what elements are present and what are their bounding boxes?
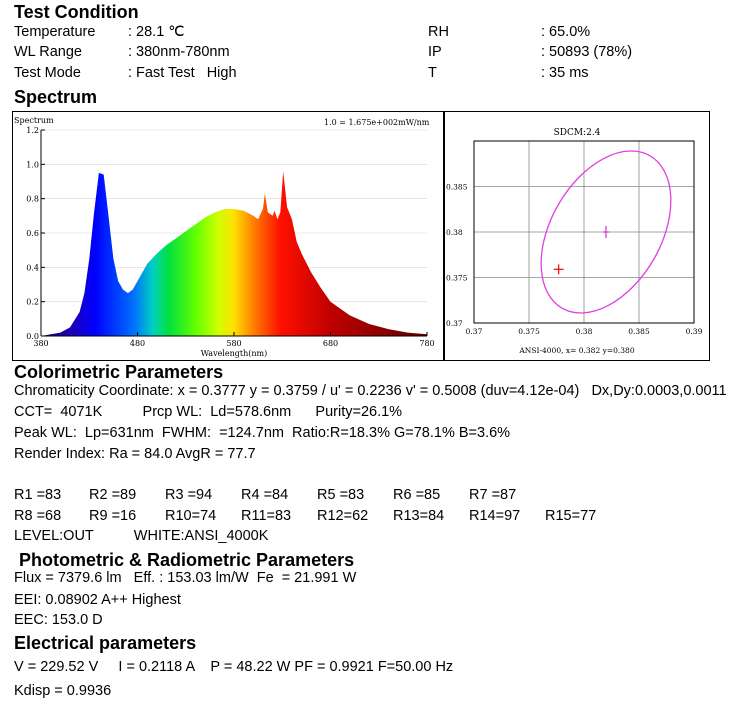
- temperature-label: Temperature: [14, 24, 96, 40]
- peak-wl-line: Peak WL: Lp=631nm FWHM: =124.7nm Ratio:R…: [14, 425, 511, 441]
- render-index-line: Render Index: Ra = 84.0 AvgR = 77.7: [14, 446, 256, 462]
- spectrum-x-axis-label: Wavelength(nm): [201, 349, 267, 358]
- spectrum-x-tick-label: 380: [33, 339, 48, 348]
- test-mode-label: Test Mode: [14, 65, 81, 81]
- flux-line: Flux = 7379.6 lm Eff. : 153.03 lm/W Fe =…: [14, 570, 357, 586]
- test-mode-value: : Fast Test High: [128, 65, 237, 81]
- sdcm-y-tick-label: 0.375: [446, 274, 468, 283]
- spectrum-y-tick-label: 0.6: [26, 229, 39, 238]
- sdcm-chart: SDCM:2.4 0.37 0.375 0.38 0.385 0.39 0.37 0.375…: [444, 111, 710, 361]
- spectrum-y-tick-label: 1.2: [26, 126, 39, 135]
- r-value: R10=74: [165, 508, 217, 524]
- spectrum-x-tick-label: 680: [323, 339, 338, 348]
- spectrum-y-tick-label: 1.0: [26, 160, 39, 169]
- sdcm-x-tick-label: 0.37: [466, 327, 483, 336]
- test-condition-heading: Test Condition: [14, 2, 139, 22]
- sdcm-x-tick-label: 0.39: [686, 327, 703, 336]
- r-value: R14=97: [469, 508, 521, 524]
- r-value: R2 =89: [89, 487, 137, 503]
- spectrum-chart-label: Spectrum: [14, 116, 54, 125]
- r-value: R13=84: [393, 508, 445, 524]
- sdcm-x-tick-label: 0.38: [576, 327, 593, 336]
- spectrum-scale-note: 1.0 = 1.675e+002mW/nm: [324, 118, 430, 127]
- r-value: R11=83: [241, 508, 292, 524]
- spectrum-x-tick-label: 780: [419, 339, 434, 348]
- eec-line: EEC: 153.0 D: [14, 612, 103, 628]
- rh-value: : 65.0%: [541, 24, 591, 40]
- cct-line: CCT= 4071K Prcp WL: Ld=578.6nm Purity=26…: [14, 404, 403, 420]
- sdcm-y-tick-label: 0.37: [446, 319, 463, 328]
- sdcm-footer: ANSI-4000, x= 0.382 y=0.380: [518, 346, 634, 355]
- kdisp-line: Kdisp = 0.9936: [14, 683, 112, 699]
- r-value: R8 =68: [14, 508, 62, 524]
- sdcm-plot-area: [473, 140, 695, 324]
- r-value: R4 =84: [241, 487, 289, 503]
- sdcm-title: SDCM:2.4: [554, 128, 601, 138]
- spectrum-heading: Spectrum: [14, 87, 98, 107]
- spectrum-x-tick-label: 480: [130, 339, 145, 348]
- r-value: R15=77: [545, 508, 597, 524]
- sdcm-y-tick-label: 0.385: [446, 183, 468, 192]
- r-value: R3 =94: [165, 487, 213, 503]
- rh-label: RH: [428, 24, 449, 40]
- ip-value: : 50893 (78%): [541, 44, 633, 60]
- r-value: R6 =85: [393, 487, 441, 503]
- wl-range-label: WL Range: [14, 44, 82, 60]
- sdcm-x-tick-label: 0.385: [628, 327, 650, 336]
- r-value: R5 =83: [317, 487, 365, 503]
- spectrum-y-tick-label: 0.0: [26, 332, 39, 341]
- level-line: LEVEL:OUT WHITE:ANSI_4000K: [14, 528, 269, 544]
- spectrum-chart: Spectrum 1.0 = 1.675e+002mW/nm 0.0 0.2 0.4…: [12, 111, 444, 361]
- t-label: T: [428, 65, 437, 81]
- sdcm-y-tick-label: 0.38: [446, 228, 463, 237]
- measured-point-marker: [553, 264, 564, 275]
- r-value: R7 =87: [469, 487, 517, 503]
- spectrum-area: [41, 171, 427, 336]
- eei-line: EEI: 0.08902 A++ Highest: [14, 592, 181, 608]
- temperature-value: : 28.1 ℃: [128, 24, 185, 40]
- wl-range-value: : 380nm-780nm: [128, 44, 230, 60]
- r-value: R9 =16: [89, 508, 137, 524]
- ansi-center-marker: [603, 226, 609, 238]
- voltage-current-line: V = 229.52 V I = 0.2118 A P = 48.22 W PF…: [14, 659, 454, 675]
- spectrum-y-tick-label: 0.4: [26, 263, 39, 272]
- colorimetric-heading: Colorimetric Parameters: [14, 362, 224, 382]
- sdcm-frame: [444, 111, 710, 361]
- sdcm-x-tick-label: 0.375: [518, 327, 540, 336]
- spectrum-y-tick-label: 0.2: [26, 298, 39, 307]
- spectrum-x-tick-label: 580: [226, 339, 241, 348]
- r-value: R12=62: [317, 508, 369, 524]
- t-value: : 35 ms: [541, 65, 589, 81]
- chromaticity-line: Chromaticity Coordinate: x = 0.3777 y = …: [14, 383, 727, 399]
- r-value: R1 =83: [14, 487, 62, 503]
- ip-label: IP: [428, 44, 442, 60]
- spectrum-y-tick-label: 0.8: [26, 195, 39, 204]
- macadam-ellipse: [540, 150, 672, 314]
- photometric-heading: Photometric & Radiometric Parameters: [19, 550, 355, 570]
- electrical-heading: Electrical parameters: [14, 633, 197, 653]
